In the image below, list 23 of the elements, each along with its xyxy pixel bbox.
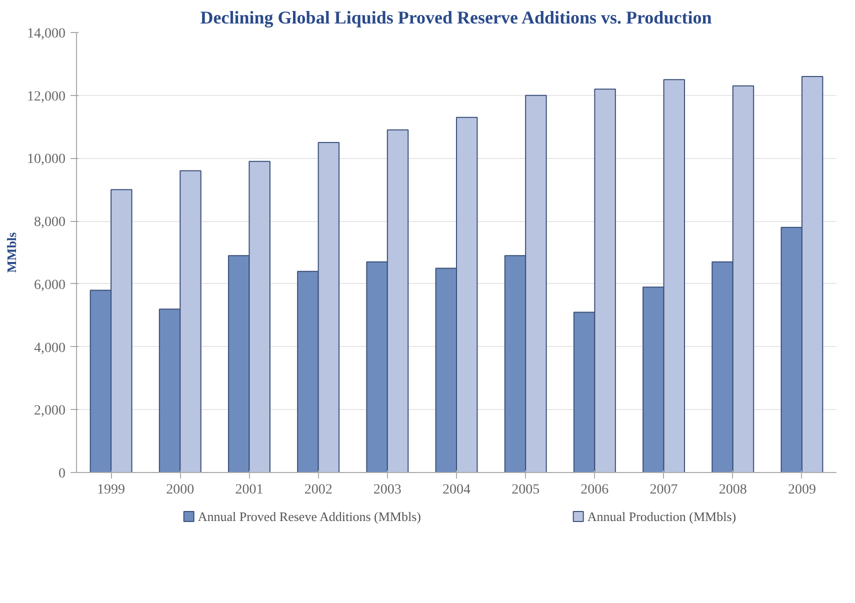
x-tick-label: 2009 <box>788 482 816 498</box>
x-tick-label: 2000 <box>166 482 194 498</box>
x-tick-label: 2004 <box>442 482 470 498</box>
x-tick-label: 2006 <box>580 482 609 498</box>
chart-title: Declining Global Liquids Proved Reserve Additions vs. Production <box>200 8 712 28</box>
y-tick-label: 8,000 <box>34 215 66 230</box>
y-tick-label: 0 <box>58 466 66 482</box>
x-tick-label: 2005 <box>512 482 540 498</box>
y-tick-label: 12,000 <box>27 89 66 104</box>
legend-label: Annual Production (MMbls) <box>587 509 736 524</box>
x-tick-label: 2008 <box>718 482 747 498</box>
x-tick-label: 2007 <box>650 482 678 498</box>
y-tick-label: 4,000 <box>34 340 66 356</box>
y-tick-label: 10,000 <box>27 152 66 168</box>
y-tick-label: 14,000 <box>27 26 66 42</box>
x-tick-label: 1999 <box>97 482 126 498</box>
legend-label: Annual Proved Reseve Additions (MMbls) <box>198 509 421 524</box>
y-axis-title: MMbls <box>4 232 19 273</box>
y-tick-label: 6,000 <box>34 278 66 293</box>
y-tick-label: 2,000 <box>34 404 66 419</box>
x-tick-label: 2003 <box>373 482 402 498</box>
x-tick-label: 2002 <box>304 482 332 498</box>
x-tick-label: 2001 <box>235 482 264 498</box>
